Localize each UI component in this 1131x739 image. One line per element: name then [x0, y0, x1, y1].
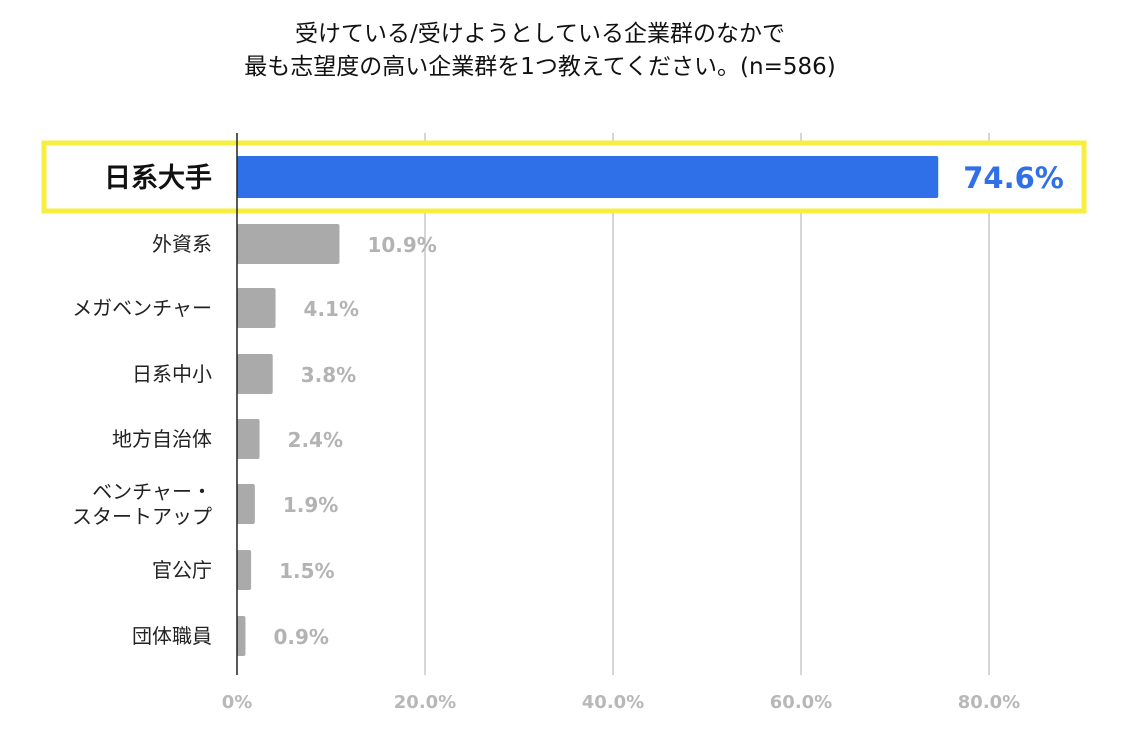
bar-3 — [237, 288, 276, 328]
chart-title-line-1: 受けている/受けようとしている企業群のなかで — [294, 21, 786, 47]
value-label: 2.4% — [288, 428, 343, 452]
category-label: ベンチャー・スタートアップ — [72, 480, 212, 529]
bar-8 — [237, 616, 246, 656]
category-label: 外資系 — [152, 232, 212, 256]
value-label: 3.8% — [301, 363, 356, 387]
value-label: 0.9% — [273, 625, 328, 649]
category-label: 地方自治体 — [112, 427, 212, 451]
category-label: 日系中小 — [132, 362, 212, 386]
x-tick-label: 0% — [222, 692, 253, 713]
chart-title: 受けている/受けようとしている企業群のなかで 最も志望度の高い企業群を1つ教えて… — [0, 18, 1080, 84]
category-label-line: 地方自治体 — [112, 427, 212, 451]
category-label-line: 日系中小 — [132, 362, 212, 386]
category-label-line: 官公庁 — [152, 558, 212, 582]
value-label: 1.5% — [279, 559, 334, 583]
category-label: 官公庁 — [152, 558, 212, 582]
bar-2 — [237, 224, 340, 264]
category-label: 団体職員 — [132, 624, 212, 648]
category-label-line: メガベンチャー — [72, 296, 212, 320]
category-label: 日系大手 — [104, 163, 212, 194]
category-label-line: スタートアップ — [72, 505, 212, 529]
value-label: 10.9% — [367, 233, 436, 257]
category-label-line: ベンチャー・ — [92, 480, 212, 504]
category-label-line: 外資系 — [152, 232, 212, 256]
bar-5 — [237, 419, 260, 459]
category-label-line: 団体職員 — [132, 624, 212, 648]
value-label: 4.1% — [304, 297, 359, 321]
category-label-line: 日系大手 — [104, 163, 212, 194]
x-tick-label: 40.0% — [582, 692, 644, 713]
x-tick-label: 20.0% — [394, 692, 456, 713]
value-label: 1.9% — [283, 493, 338, 517]
bar-7 — [237, 550, 252, 590]
chart-title-line-2: 最も志望度の高い企業群を1つ教えてください。(n=586) — [244, 54, 836, 80]
bar-4 — [237, 354, 273, 394]
x-tick-label: 60.0% — [770, 692, 832, 713]
value-label: 74.6% — [963, 161, 1064, 195]
bar-1 — [237, 156, 939, 198]
bar-6 — [237, 484, 255, 524]
category-label: メガベンチャー — [72, 296, 212, 320]
x-tick-label: 80.0% — [958, 692, 1020, 713]
